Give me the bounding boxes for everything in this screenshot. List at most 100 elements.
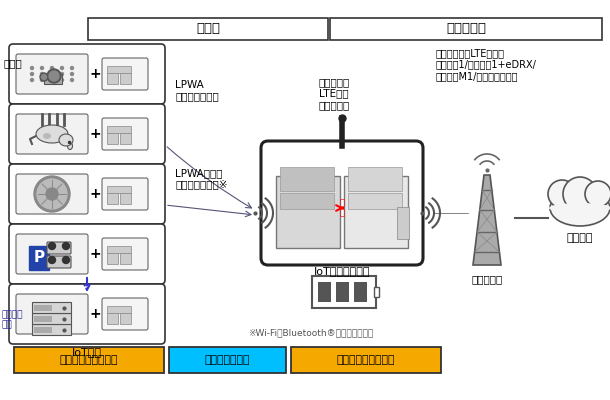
Circle shape: [60, 72, 63, 76]
FancyBboxPatch shape: [120, 252, 131, 264]
Text: 大量接続技術を検証: 大量接続技術を検証: [60, 355, 118, 365]
FancyBboxPatch shape: [102, 178, 148, 210]
Circle shape: [30, 66, 34, 70]
FancyBboxPatch shape: [291, 347, 441, 373]
Circle shape: [585, 181, 610, 207]
FancyBboxPatch shape: [107, 306, 131, 312]
FancyBboxPatch shape: [16, 234, 88, 274]
Text: IoTゲートウェイ: IoTゲートウェイ: [314, 266, 370, 276]
Circle shape: [30, 72, 34, 76]
Circle shape: [51, 66, 54, 70]
Text: P: P: [34, 250, 45, 266]
FancyBboxPatch shape: [120, 72, 131, 84]
Circle shape: [40, 72, 43, 76]
FancyBboxPatch shape: [344, 176, 408, 248]
Circle shape: [34, 176, 70, 212]
Text: 疑似基地局: 疑似基地局: [472, 274, 503, 284]
Text: １００台
規模: １００台 規模: [2, 310, 24, 330]
Ellipse shape: [549, 203, 610, 213]
Polygon shape: [473, 175, 501, 265]
Ellipse shape: [36, 125, 68, 143]
FancyBboxPatch shape: [88, 18, 328, 40]
FancyBboxPatch shape: [107, 246, 131, 252]
FancyBboxPatch shape: [348, 167, 402, 191]
Circle shape: [49, 242, 56, 250]
Text: 広域通信を検証: 広域通信を検証: [205, 355, 250, 365]
FancyBboxPatch shape: [9, 284, 165, 344]
FancyBboxPatch shape: [14, 347, 164, 373]
FancyBboxPatch shape: [32, 302, 71, 312]
FancyBboxPatch shape: [120, 192, 131, 204]
FancyBboxPatch shape: [107, 312, 118, 324]
Ellipse shape: [43, 133, 51, 139]
FancyBboxPatch shape: [107, 192, 118, 204]
FancyBboxPatch shape: [280, 193, 334, 209]
Text: +: +: [89, 187, 101, 201]
Text: LPWAを含む
複数の無線通信※: LPWAを含む 複数の無線通信※: [175, 168, 228, 190]
FancyBboxPatch shape: [102, 118, 148, 150]
FancyBboxPatch shape: [32, 312, 71, 324]
FancyBboxPatch shape: [9, 164, 165, 224]
Circle shape: [47, 69, 61, 83]
Circle shape: [49, 71, 59, 81]
Circle shape: [51, 78, 54, 82]
Circle shape: [41, 74, 46, 80]
FancyBboxPatch shape: [169, 347, 286, 373]
Circle shape: [46, 188, 58, 200]
FancyBboxPatch shape: [9, 224, 165, 284]
FancyBboxPatch shape: [318, 282, 331, 302]
FancyBboxPatch shape: [32, 324, 71, 334]
Text: 中
継: 中 継: [340, 198, 345, 218]
FancyBboxPatch shape: [336, 282, 349, 302]
Text: +: +: [89, 127, 101, 141]
FancyBboxPatch shape: [107, 252, 118, 264]
FancyBboxPatch shape: [29, 246, 49, 270]
Text: クラウド: クラウド: [567, 233, 594, 243]
FancyBboxPatch shape: [312, 276, 376, 308]
Text: LPWA
モジュールなど: LPWA モジュールなど: [175, 80, 219, 102]
FancyBboxPatch shape: [348, 193, 402, 209]
Text: 低カテゴリ
LTE通信
モジュール: 低カテゴリ LTE通信 モジュール: [318, 77, 350, 110]
FancyBboxPatch shape: [9, 104, 165, 164]
FancyBboxPatch shape: [102, 58, 148, 90]
Text: 疑似公衆網: 疑似公衆網: [446, 22, 486, 36]
FancyBboxPatch shape: [107, 66, 131, 72]
FancyBboxPatch shape: [276, 176, 340, 248]
FancyBboxPatch shape: [354, 282, 367, 302]
Text: センサ: センサ: [3, 58, 22, 68]
FancyBboxPatch shape: [120, 132, 131, 144]
FancyBboxPatch shape: [9, 44, 165, 104]
FancyBboxPatch shape: [102, 298, 148, 330]
Circle shape: [62, 256, 70, 264]
Circle shape: [71, 66, 73, 70]
Text: ［低カテゴリLTE通信］
カテゴリ1/カテゴリ1+eDRX/
カテゴリM1/カテゴリＮＢ１: ［低カテゴリLTE通信］ カテゴリ1/カテゴリ1+eDRX/ カテゴリM1/カテ…: [436, 48, 537, 81]
Circle shape: [548, 180, 576, 208]
FancyBboxPatch shape: [374, 287, 379, 297]
Text: 自営網: 自営網: [196, 22, 220, 36]
FancyBboxPatch shape: [120, 312, 131, 324]
FancyBboxPatch shape: [102, 238, 148, 270]
Text: +: +: [89, 247, 101, 261]
FancyBboxPatch shape: [47, 242, 71, 254]
FancyBboxPatch shape: [34, 316, 52, 322]
Circle shape: [60, 66, 63, 70]
Ellipse shape: [59, 134, 73, 146]
Circle shape: [30, 78, 34, 82]
FancyBboxPatch shape: [397, 207, 409, 239]
Text: 消費電力特性を検証: 消費電力特性を検証: [337, 355, 395, 365]
FancyBboxPatch shape: [107, 72, 118, 84]
Circle shape: [62, 242, 70, 250]
FancyBboxPatch shape: [107, 132, 118, 144]
FancyBboxPatch shape: [107, 186, 131, 192]
FancyBboxPatch shape: [261, 141, 423, 265]
Circle shape: [49, 256, 56, 264]
Circle shape: [37, 179, 67, 209]
FancyBboxPatch shape: [330, 18, 602, 40]
Circle shape: [563, 177, 597, 211]
Text: ※Wi-FiやBluetooth®などの無線通信: ※Wi-FiやBluetooth®などの無線通信: [248, 328, 373, 337]
FancyBboxPatch shape: [16, 54, 88, 94]
Text: IoT機器: IoT機器: [72, 347, 102, 357]
Circle shape: [40, 78, 43, 82]
FancyBboxPatch shape: [34, 326, 52, 332]
FancyBboxPatch shape: [34, 304, 52, 310]
